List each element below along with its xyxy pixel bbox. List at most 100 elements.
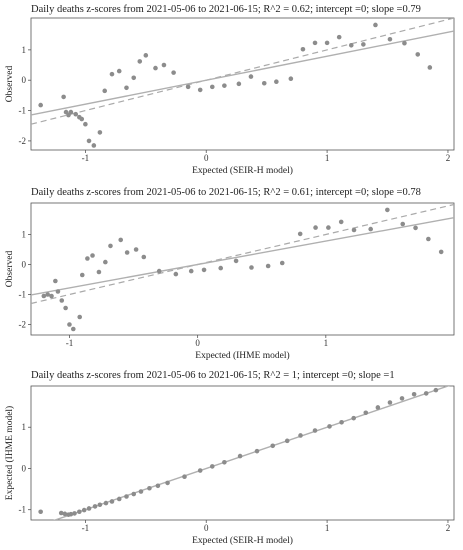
chart-title: Daily deaths z-scores from 2021-05-06 to…	[31, 4, 421, 15]
data-point	[85, 256, 90, 261]
data-point	[249, 265, 254, 270]
data-point	[138, 489, 144, 494]
data-point	[233, 258, 239, 264]
data-point	[137, 59, 143, 64]
scatter-chart-seirh-vs-ihme: -1 0 1 2 -1 0 1 Expected (SEIR-H model) Expected…	[4, 385, 455, 546]
data-point	[201, 267, 207, 273]
data-point	[385, 207, 390, 213]
x-axis-label: Expected (SEIR-H model)	[192, 535, 293, 546]
data-point	[423, 391, 429, 396]
data-point	[375, 405, 381, 410]
y-tick-label: 1	[22, 422, 27, 432]
data-point	[38, 509, 43, 515]
data-point	[438, 249, 444, 255]
data-point	[103, 500, 109, 506]
data-point	[368, 226, 373, 232]
data-point	[324, 40, 330, 46]
data-point	[400, 221, 406, 227]
data-point	[81, 507, 87, 513]
data-point	[327, 424, 332, 429]
data-point	[58, 510, 64, 516]
data-point	[153, 65, 158, 71]
y-tick-label: -2	[19, 320, 27, 330]
data-point	[49, 293, 54, 299]
y-tick-label: -2	[19, 136, 27, 146]
data-point	[222, 83, 227, 88]
data-point	[182, 474, 187, 480]
data-point	[116, 68, 122, 74]
data-point	[79, 116, 85, 122]
data-point	[348, 43, 354, 48]
data-point	[237, 453, 243, 459]
data-point	[147, 485, 152, 491]
data-point	[90, 253, 95, 258]
data-point	[413, 225, 418, 231]
data-point	[72, 511, 77, 516]
data-point	[71, 326, 76, 332]
data-point	[312, 40, 318, 46]
data-point	[143, 53, 149, 58]
data-point	[103, 259, 108, 265]
x-tick-label: -1	[82, 153, 90, 163]
data-point	[254, 448, 260, 454]
data-point	[279, 260, 285, 266]
data-point	[92, 504, 98, 509]
data-point	[185, 84, 191, 90]
y-axis-label: Expected (IHME model)	[4, 406, 15, 500]
data-point	[411, 391, 417, 397]
data-point	[124, 494, 129, 499]
y-tick-label: 0	[22, 75, 27, 85]
data-point	[426, 236, 431, 242]
data-point	[218, 265, 224, 271]
data-point	[236, 81, 242, 87]
plot-area	[38, 386, 451, 520]
x-tick-label: 2	[446, 153, 451, 163]
identity-line	[31, 203, 454, 305]
data-point	[59, 298, 65, 303]
y-tick-label: -1	[19, 106, 27, 116]
data-point	[161, 62, 167, 68]
data-point	[45, 292, 50, 297]
data-point	[433, 387, 439, 393]
data-point	[415, 52, 421, 57]
data-point	[297, 231, 303, 237]
data-point	[86, 506, 92, 511]
data-point	[288, 76, 294, 81]
data-point	[298, 433, 303, 438]
data-point	[274, 79, 279, 85]
y-tick-label: 0	[22, 260, 27, 270]
scatter-chart-seirh-vs-observed: -1 0 1 2 -2 -1 0 1 Expected (SEIR-H model) Observ…	[5, 17, 455, 176]
data-point	[83, 121, 88, 127]
data-point	[313, 225, 318, 230]
data-point	[109, 499, 115, 504]
chart-title: Daily deaths z-scores from 2021-05-06 to…	[31, 370, 395, 381]
data-point	[97, 502, 103, 508]
x-axis-label: Expected (SEIR-H model)	[192, 165, 293, 176]
y-tick-label: 1	[22, 45, 27, 55]
y-axis-label: Observed	[5, 251, 15, 288]
data-point	[300, 46, 306, 52]
plot-area	[31, 203, 454, 332]
x-tick-label: 1	[325, 153, 330, 163]
data-point	[284, 438, 290, 444]
data-point	[77, 314, 83, 320]
fit-line	[31, 217, 454, 296]
data-point	[102, 88, 108, 94]
x-tick-label: 0	[195, 338, 200, 348]
data-point	[61, 94, 66, 100]
data-point	[55, 289, 61, 294]
data-point	[41, 293, 47, 299]
y-tick-label: 1	[22, 230, 27, 240]
data-point	[86, 138, 92, 144]
data-point	[124, 85, 129, 91]
data-point	[351, 415, 356, 421]
data-point	[363, 410, 369, 416]
y-tick-label: -1	[19, 505, 27, 515]
data-point	[197, 87, 203, 93]
data-point	[109, 71, 115, 77]
x-tick-label: 1	[324, 338, 329, 348]
data-point	[118, 237, 124, 243]
data-point	[77, 509, 82, 515]
data-point	[351, 227, 357, 233]
x-tick-label: -1	[82, 523, 90, 533]
